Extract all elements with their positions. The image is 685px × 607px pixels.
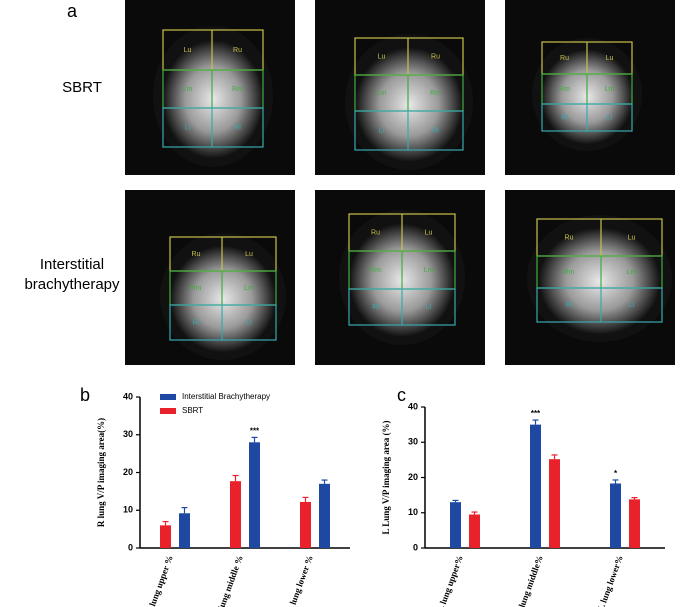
bar [179,513,190,548]
panel-label: c [397,385,406,405]
roi-box [354,110,464,151]
roi-box [162,107,264,148]
roi-label: Lm [244,285,254,292]
roi-label: Rm [564,269,575,276]
roi-label: Rm [232,86,243,93]
roi-label: Ru [192,251,201,258]
row-label: brachytherapy [24,276,120,293]
roi-label: Ru [431,53,440,60]
bar [160,525,171,548]
y-tick-label: 30 [123,429,133,439]
bar [469,514,480,548]
roi-box [536,287,663,323]
roi-box [169,304,277,341]
roi-label: Rl [193,319,200,326]
legend-label: Interstitial Brachytherapy [182,392,270,401]
bar [610,483,621,548]
significance: * [614,469,618,478]
roi-label: Rm [430,90,441,97]
roi-label: Lm [605,86,615,93]
roi-label: Ru [565,234,574,241]
roi-label: Rl [561,114,568,121]
roi-label: Lu [606,55,614,62]
y-tick-label: 10 [408,507,418,517]
bar [300,501,311,548]
roi-label: Ll [185,124,191,131]
legend-label: SBRT [182,406,203,415]
roi-label: Lu [628,234,636,241]
x-tick-label: L lung lower% [596,554,625,607]
roi-label: Rl [234,124,241,131]
roi-label: Lm [424,267,434,274]
roi-label: Rl [372,304,379,311]
row-label: SBRT [62,79,102,96]
significance: *** [531,409,541,418]
roi-label: Lu [184,47,192,54]
roi-label: Rm [559,86,570,93]
roi-label: Lm [183,86,193,93]
x-tick-label: R lung upper % [144,554,175,607]
x-tick-label: R lung lower % [285,554,315,607]
roi-label: Lu [245,251,253,258]
roi-label: Rm [191,285,202,292]
row-label: Interstitial [40,256,104,273]
bar [530,424,541,548]
roi-label: Ru [560,55,569,62]
roi-label: Ll [246,319,252,326]
panel-label: b [80,385,90,405]
lung-uptake [345,34,473,170]
x-tick-label: L lung upper% [435,554,465,607]
roi-label: Ru [233,47,242,54]
y-axis-label: L Lung V/P imaging area (%) [381,421,391,535]
bar [319,483,330,548]
roi-label: Rl [432,127,439,134]
bar [629,499,640,548]
y-tick-label: 0 [413,542,418,552]
bar [450,502,461,548]
panel-label: a [67,1,78,21]
significance: *** [250,427,260,436]
lung-uptake [527,215,672,342]
bar [249,442,260,548]
x-tick-label: L lung middle% [514,554,545,607]
y-tick-label: 20 [123,467,133,477]
y-axis-label: R lung V/P imaging area(%) [96,418,106,527]
y-tick-label: 30 [408,437,418,447]
legend-swatch [160,408,176,414]
roi-label: Ll [379,127,385,134]
y-tick-label: 0 [128,542,133,552]
roi-label: Ll [426,304,432,311]
roi-label: Ll [629,302,635,309]
bar [549,459,560,548]
roi-label: Lm [627,269,637,276]
bar [230,481,241,548]
x-tick-label: R lung middle % [213,554,245,607]
roi-label: Lm [377,90,387,97]
roi-label: Lu [425,229,433,236]
roi-label: Ll [607,114,613,121]
legend-swatch [160,394,176,400]
roi-label: Rl [566,302,573,309]
roi-label: Lu [378,53,386,60]
lung-uptake [160,233,286,360]
lung-uptake [153,26,273,167]
y-tick-label: 20 [408,472,418,482]
y-tick-label: 10 [123,505,133,515]
roi-label: Ru [371,229,380,236]
roi-label: Rm [370,267,381,274]
y-tick-label: 40 [408,401,418,411]
y-tick-label: 40 [123,391,133,401]
